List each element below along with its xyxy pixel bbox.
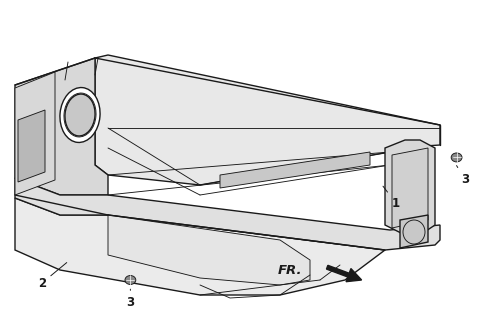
Text: FR.: FR.: [278, 264, 303, 277]
Polygon shape: [108, 215, 310, 285]
Polygon shape: [15, 198, 385, 295]
Text: 3: 3: [126, 289, 134, 309]
Polygon shape: [18, 110, 45, 182]
Text: 3: 3: [457, 165, 469, 186]
Polygon shape: [15, 58, 108, 195]
Polygon shape: [95, 55, 440, 185]
Text: 1: 1: [383, 186, 400, 210]
Polygon shape: [15, 178, 440, 250]
Ellipse shape: [125, 276, 136, 284]
Text: 2: 2: [38, 263, 67, 290]
Ellipse shape: [65, 94, 95, 136]
Polygon shape: [385, 140, 435, 235]
FancyArrow shape: [327, 265, 362, 282]
Polygon shape: [220, 152, 370, 188]
Polygon shape: [400, 215, 428, 248]
Ellipse shape: [60, 88, 100, 142]
Ellipse shape: [451, 153, 462, 162]
Polygon shape: [15, 72, 55, 195]
Polygon shape: [392, 148, 428, 228]
